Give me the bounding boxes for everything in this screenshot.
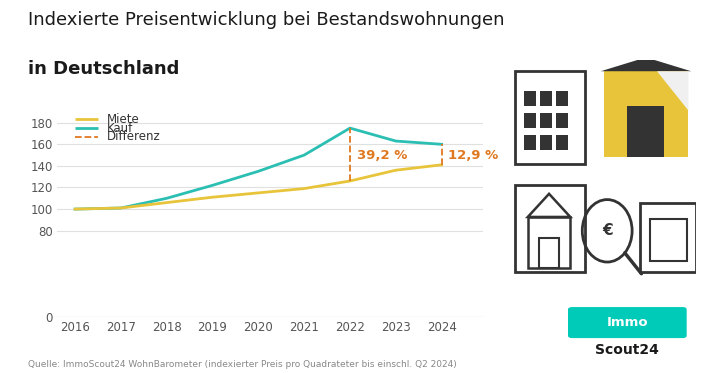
Bar [540,135,552,150]
Polygon shape [601,57,691,71]
Text: Miete: Miete [107,113,140,126]
Text: Scout24: Scout24 [596,343,660,357]
Text: €: € [602,223,613,238]
Bar [650,219,687,261]
Polygon shape [657,71,689,110]
Text: in Deutschland: in Deutschland [28,60,180,78]
Text: Immo: Immo [606,316,648,329]
Text: Indexierte Preisentwicklung bei Bestandswohnungen: Indexierte Preisentwicklung bei Bestands… [28,11,505,29]
Bar [524,135,536,150]
Bar [628,106,665,157]
Text: 39,2 %: 39,2 % [357,148,408,162]
Bar [555,135,567,150]
Bar [555,113,567,128]
Bar [515,185,585,272]
Bar [539,238,559,268]
Bar [540,91,552,106]
Bar [640,203,696,272]
Text: Quelle: ImmoScout24 WohnBarometer (indexierter Preis pro Quadrateter bis einschl: Quelle: ImmoScout24 WohnBarometer (index… [28,360,457,369]
FancyBboxPatch shape [568,307,687,338]
Bar [515,71,585,164]
Bar [524,113,536,128]
Bar [540,113,552,128]
Bar [524,91,536,106]
Bar [604,71,689,157]
Bar [528,217,570,268]
Text: Differenz: Differenz [107,130,161,143]
Bar [555,91,567,106]
Text: Kauf: Kauf [107,122,133,135]
Text: 12,9 %: 12,9 % [449,148,498,162]
